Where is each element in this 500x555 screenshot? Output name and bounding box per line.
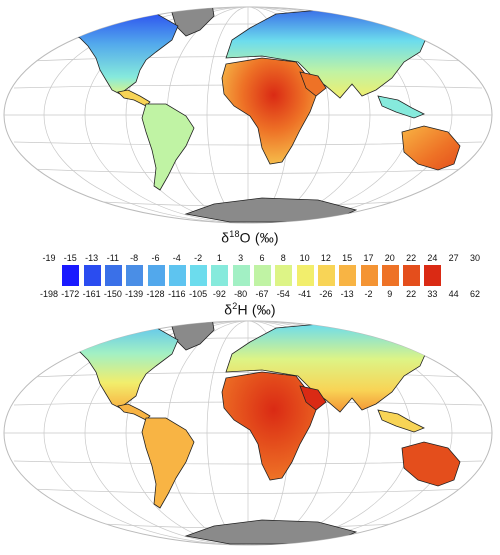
tick-label: -105	[189, 289, 208, 299]
tick-label: 8	[280, 253, 286, 263]
color-swatches	[39, 265, 465, 286]
southeast-asia-islands	[377, 95, 425, 119]
color-swatch	[190, 265, 208, 286]
tick-label: -80	[234, 289, 248, 299]
tick-label: 10	[299, 253, 310, 263]
tick-label: -198	[39, 289, 58, 299]
color-swatch	[83, 265, 101, 286]
color-swatch	[232, 265, 250, 286]
color-scale-legend: -19 -15 -13 -11 -8 -6 -4 -2 1 3 6 8 10 12 15 17 20 22 24 27…	[39, 252, 480, 300]
d18o-world-map	[3, 6, 493, 224]
tick-label: 15	[342, 253, 353, 263]
north-america	[71, 323, 179, 409]
color-swatch	[62, 265, 80, 286]
color-swatch	[381, 265, 399, 286]
color-swatch	[339, 265, 357, 286]
tick-label: 24	[427, 253, 438, 263]
antarctica	[184, 519, 358, 545]
tick-label: 6	[259, 253, 265, 263]
australia	[401, 125, 461, 171]
tick-label: 20	[384, 253, 395, 263]
d18o-map-title: δ18O (‰)	[221, 229, 279, 246]
tick-label: -8	[130, 253, 139, 263]
color-swatch	[317, 265, 335, 286]
tick-label: 62	[469, 289, 480, 299]
tick-label: 22	[406, 253, 417, 263]
tick-label: -128	[146, 289, 165, 299]
tick-label: 1	[216, 253, 222, 263]
tick-label: -6	[151, 253, 160, 263]
tick-label: 3	[238, 253, 244, 263]
australia	[401, 441, 461, 487]
color-swatch	[168, 265, 186, 286]
north-america	[71, 9, 179, 95]
tick-label: 44	[448, 289, 459, 299]
tick-label: 9	[387, 289, 393, 299]
d2h-world-map	[3, 320, 493, 546]
tick-label: -150	[103, 289, 122, 299]
d2h-tick-labels: -198 -172 -161 -150 -139 -128 -116 -105 -92 -80 -6…	[39, 288, 480, 300]
d2h-map-title: δ2H (‰)	[224, 301, 276, 318]
color-swatch	[147, 265, 165, 286]
color-swatch	[360, 265, 378, 286]
tick-label: -13	[85, 253, 99, 263]
tick-label: -4	[172, 253, 181, 263]
tick-label: -26	[319, 289, 333, 299]
tick-label: 17	[363, 253, 374, 263]
tick-label: 22	[406, 289, 417, 299]
tick-label: -13	[340, 289, 354, 299]
arabia	[299, 385, 327, 411]
arabia	[299, 71, 327, 97]
color-swatch	[211, 265, 229, 286]
tick-label: 27	[448, 253, 459, 263]
tick-label: -11	[106, 253, 120, 263]
tick-label: 30	[469, 253, 480, 263]
continents	[71, 321, 461, 545]
south-america	[141, 417, 195, 509]
tick-label: -161	[82, 289, 101, 299]
tick-label: -41	[298, 289, 312, 299]
color-swatch	[254, 265, 271, 286]
color-swatch	[126, 265, 144, 286]
tick-label: -54	[276, 289, 290, 299]
color-swatch	[296, 265, 314, 286]
tick-label: -67	[255, 289, 269, 299]
tick-label: -15	[63, 253, 77, 263]
color-swatch	[275, 265, 293, 286]
tick-label: -139	[125, 289, 144, 299]
continents	[71, 7, 461, 223]
color-swatch	[104, 265, 122, 286]
color-swatch	[403, 265, 421, 286]
tick-label: 33	[427, 289, 438, 299]
tick-label: -19	[42, 253, 56, 263]
d18o-tick-labels: -19 -15 -13 -11 -8 -6 -4 -2 1 3 6 8 10 12 15 17 20 22 24 27…	[39, 252, 480, 264]
south-america	[141, 103, 195, 191]
antarctica	[184, 197, 358, 223]
tick-label: -116	[168, 289, 186, 299]
tick-label: -172	[61, 289, 80, 299]
tick-label: -2	[364, 289, 373, 299]
tick-label: 12	[320, 253, 331, 263]
tick-label: -2	[194, 253, 203, 263]
color-swatch	[424, 265, 442, 286]
tick-label: -92	[212, 289, 226, 299]
southeast-asia-islands	[377, 409, 425, 433]
